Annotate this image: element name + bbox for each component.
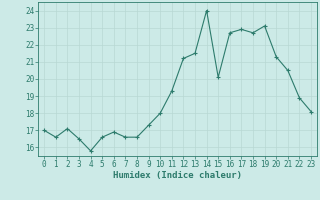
X-axis label: Humidex (Indice chaleur): Humidex (Indice chaleur) [113,171,242,180]
